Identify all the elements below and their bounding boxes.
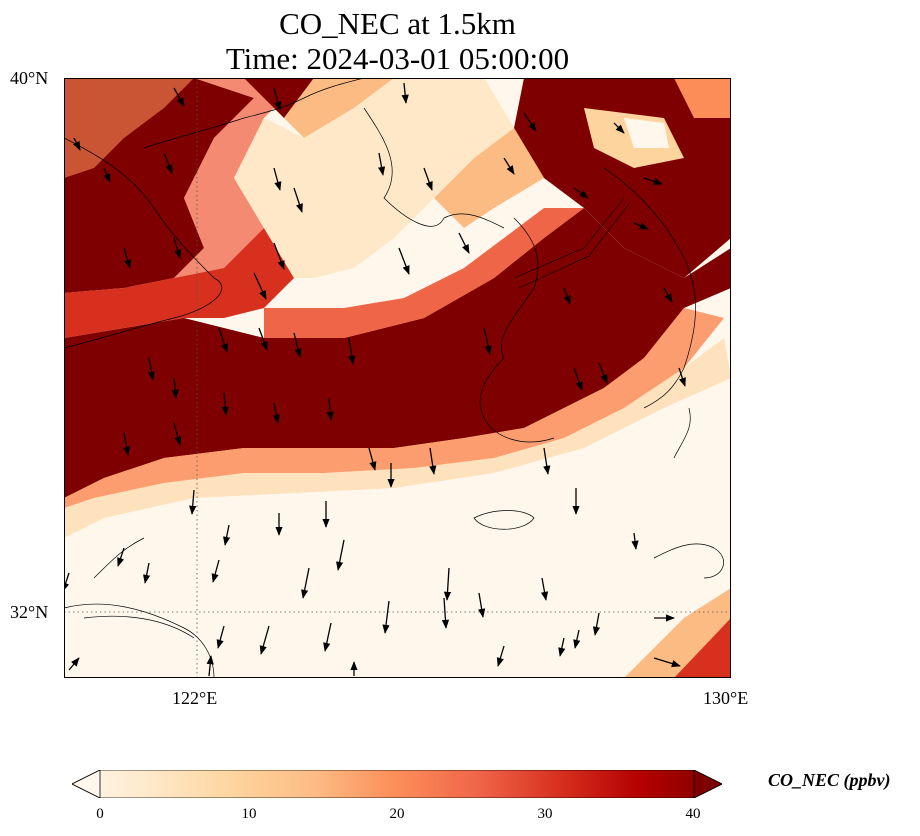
wind-vector-arrow [441,597,450,629]
wind-vector-arrow [272,402,280,424]
wind-vector-arrow [218,327,228,353]
wind-vector-arrow [643,177,663,185]
lon-label-left: 122°E [172,688,218,708]
wind-vector-arrow [573,629,581,649]
colorbar-tick-40: 40 [685,806,701,822]
wind-vector-arrow [348,337,356,365]
gridlines [64,78,731,678]
wind-vector-arrow [293,187,303,213]
wind-vector-arrow [143,562,151,584]
wind-vector-arrow [173,237,182,259]
wind-vector-arrow [377,152,386,176]
wind-vector-arrow [64,572,70,592]
wind-vector-arrow [663,287,673,303]
wind-vector-arrow [171,377,179,399]
wind-vector-arrow [483,327,492,355]
wind-vector-arrow [540,577,549,601]
wind-vector-arrow [117,547,125,567]
wind-vector-arrow [173,422,182,446]
wind-vector-arrow [423,167,433,191]
wind-vector-arrow [273,87,282,111]
wind-vector-arrow [598,362,608,384]
wind-vector-arrow [503,157,515,175]
wind-vectors [64,82,686,677]
wind-vector-arrow [336,539,345,571]
wind-vector-arrow [122,432,131,456]
wind-vector-arrow [401,82,409,104]
wind-vector-arrow [273,242,285,270]
colorbar-tick-10: 10 [241,806,257,822]
wind-vector-arrow [563,287,571,305]
wind-vector-arrow [573,187,589,199]
wind-vector-arrow [523,112,537,132]
colorbar-tick-20: 20 [389,806,405,822]
wind-vector-arrow [613,122,625,134]
wind-vector-arrow [163,152,173,174]
wind-vector-arrow [173,87,185,107]
coastlines [64,78,724,678]
wind-vector-arrow [73,137,81,151]
wind-vector-arrow [293,332,302,358]
colorbar [72,770,722,798]
wind-vector-arrow [301,567,310,599]
wind-vector-arrow [458,232,470,254]
wind-vector-arrow [216,625,225,649]
map-panel [64,78,731,678]
wind-vector-arrow [68,657,80,671]
wind-vector-arrow [123,247,132,269]
wind-vector-arrow [326,397,334,421]
wind-vector-arrow [211,559,220,583]
wind-vector-arrow [398,247,410,275]
wind-vector-arrow [678,367,686,387]
map-title: CO_NEC at 1.5km [279,6,516,41]
wind-vector-arrow [259,625,270,655]
wind-vector-arrow [631,532,639,550]
wind-vector-arrow [496,645,505,667]
lat-label-top: 40°N [10,68,49,88]
wind-vector-arrow [103,167,111,183]
wind-vector-arrow [478,592,486,618]
wind-vector-arrow [633,222,649,230]
wind-vector-arrow [543,447,551,475]
wind-vector-arrow [147,357,156,381]
concentration-field [64,78,731,678]
colorbar-tick-30: 30 [537,806,553,822]
wind-vector-arrow [573,367,583,391]
map-time: Time: 2024-03-01 05:00:00 [225,41,570,76]
wind-vector-arrow [653,657,681,668]
wind-vector-arrow [273,167,282,191]
wind-vector-arrow [443,567,452,601]
wind-vector-arrow [368,447,377,471]
wind-vector-arrow [382,600,390,634]
wind-vector-arrow [223,524,231,546]
wind-vector-arrow [429,447,437,475]
wind-vector-arrow [206,655,214,677]
wind-vector-arrow [592,612,601,636]
wind-vector-arrow [221,392,229,416]
colorbar-label: CO_NEC (ppbv) [768,770,891,790]
wind-vector-arrow [558,637,566,657]
wind-vector-arrow [323,622,332,652]
wind-vector-arrow [253,272,267,300]
wind-vector-arrow [258,327,268,351]
lon-label-right: 130°E [703,688,749,708]
wind-vector-arrow [189,489,197,515]
lat-label-bottom: 32°N [10,602,49,622]
colorbar-tick-0: 0 [96,806,104,822]
